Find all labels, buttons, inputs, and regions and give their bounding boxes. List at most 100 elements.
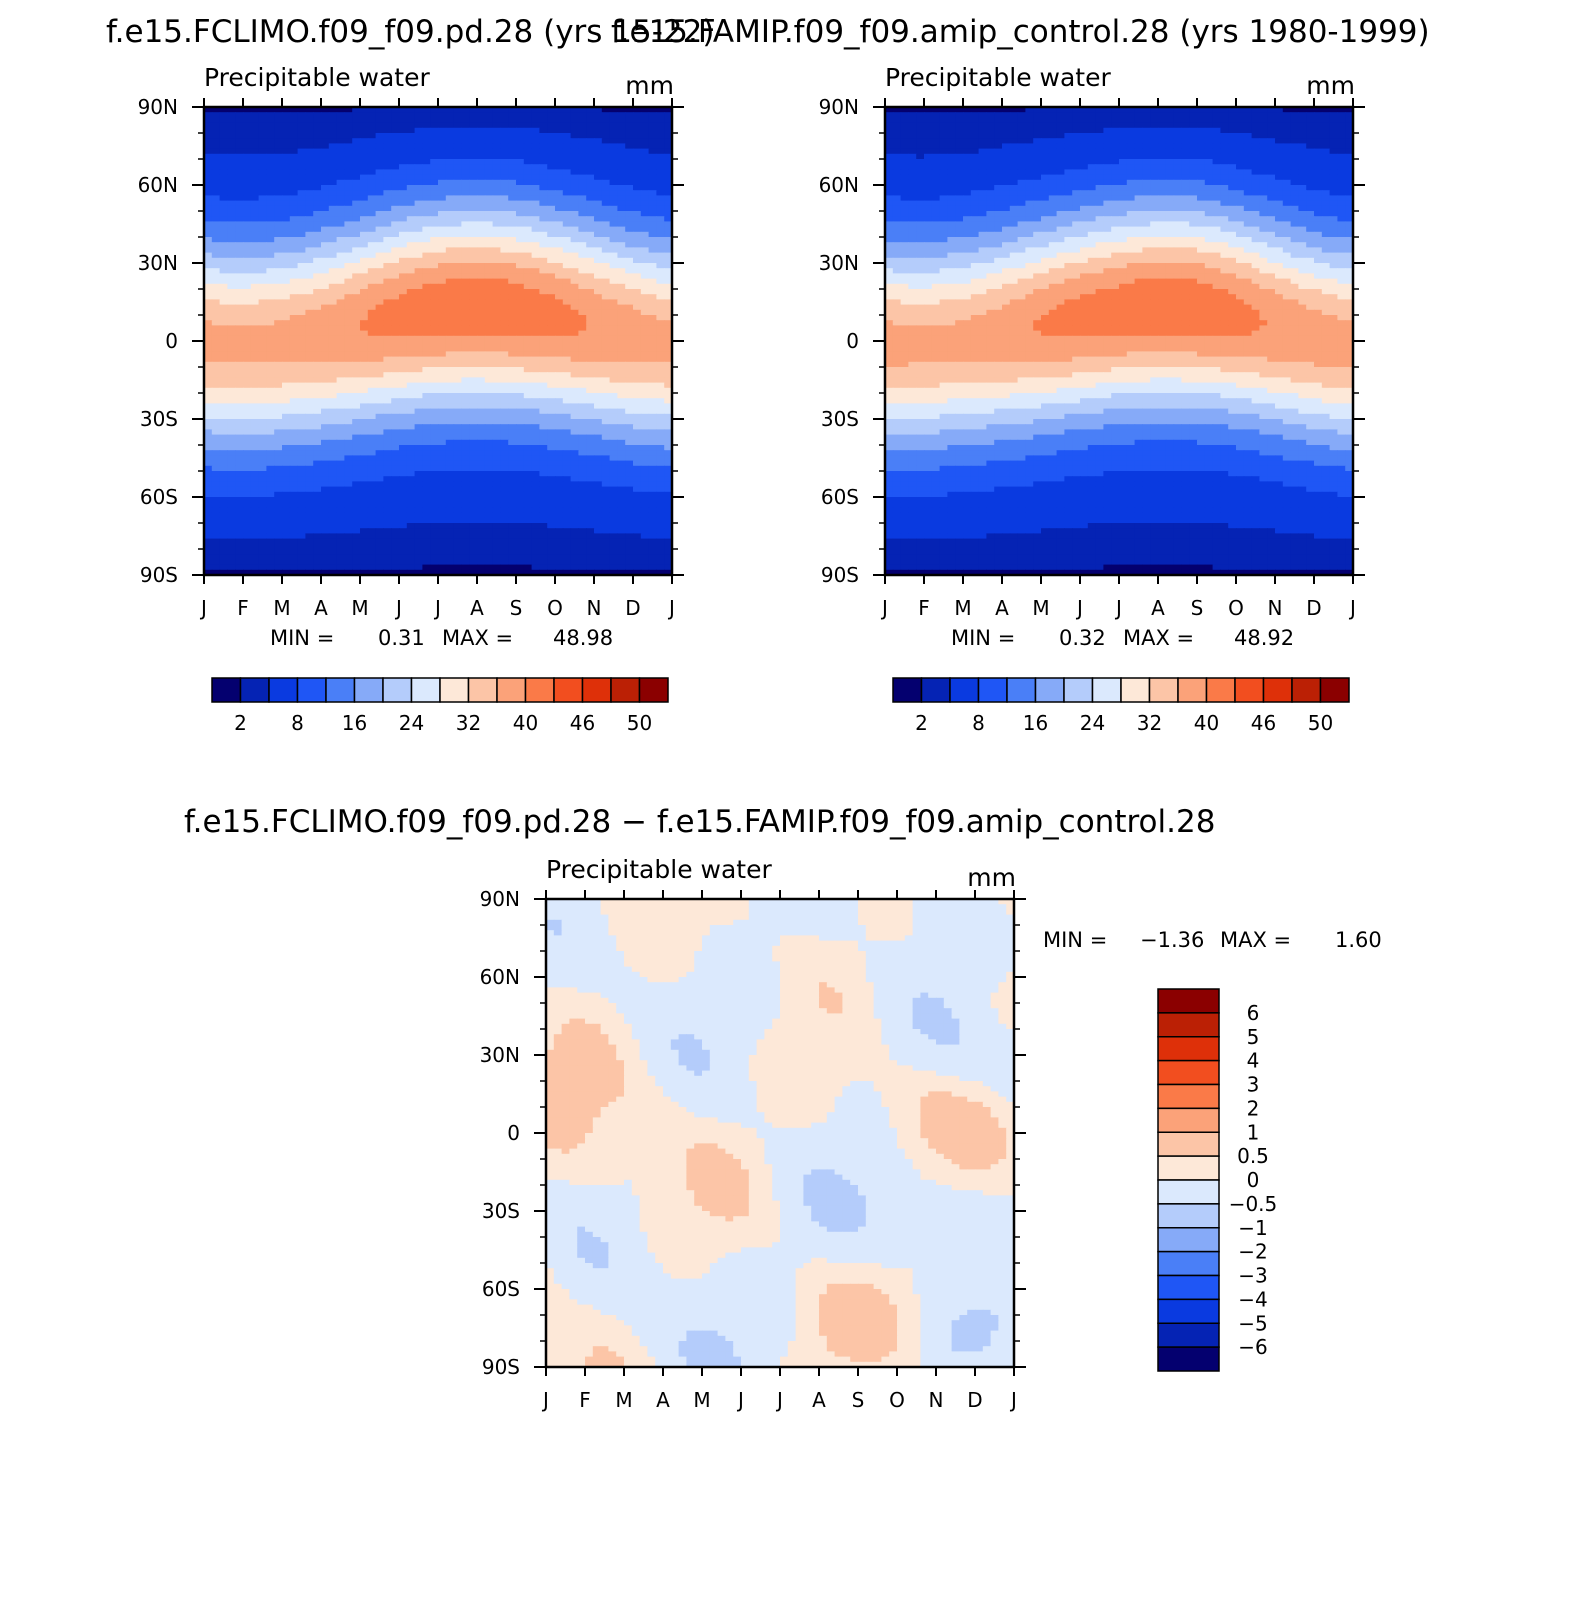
panel-1-field-cell bbox=[664, 481, 672, 488]
panel-1-field-cell bbox=[531, 257, 540, 264]
panel-1-field-cell bbox=[484, 434, 494, 441]
panel-1-field-cell bbox=[367, 320, 377, 326]
panel-1-field-cell bbox=[539, 257, 548, 264]
panel-1-field-cell bbox=[383, 143, 392, 150]
panel-1-field-cell bbox=[297, 190, 306, 196]
panel-1-field-cell bbox=[617, 465, 626, 472]
panel-1-field-cell bbox=[406, 517, 416, 524]
panel-1-field-cell bbox=[250, 455, 260, 462]
panel-1-field-cell bbox=[422, 382, 431, 389]
panel-1-field-cell bbox=[539, 164, 548, 170]
panel-1-field-cell bbox=[625, 179, 634, 186]
panel-1-field-cell bbox=[453, 481, 462, 488]
panel-1-field-cell bbox=[601, 330, 611, 337]
panel-1-field-cell bbox=[406, 159, 416, 165]
panel-1-field-cell bbox=[321, 148, 330, 155]
panel-1-field-cell bbox=[321, 185, 330, 191]
panel-1-field-cell bbox=[391, 148, 400, 155]
panel-1-field-cell bbox=[297, 211, 306, 217]
panel-1-field-cell bbox=[219, 351, 228, 358]
panel-1-field-cell bbox=[633, 133, 642, 139]
panel-1-field-cell bbox=[227, 159, 236, 165]
panel-1-field-cell bbox=[445, 403, 455, 410]
panel-1-field-cell bbox=[297, 346, 306, 352]
panel-1-field-cell bbox=[336, 273, 345, 280]
panel-1-field-cell bbox=[227, 195, 236, 202]
panel-1-field-cell bbox=[640, 159, 650, 165]
panel-1-field-cell bbox=[523, 387, 533, 394]
panel-1-field-cell bbox=[336, 445, 345, 451]
panel-1-field-cell bbox=[461, 169, 470, 176]
panel-1-field-cell bbox=[250, 148, 260, 155]
panel-1-field-cell bbox=[211, 138, 221, 144]
panel-1-field-cell bbox=[328, 122, 338, 129]
panel-1-field-cell bbox=[578, 278, 587, 285]
panel-1-field-cell bbox=[453, 486, 462, 493]
panel-1-field-cell bbox=[562, 481, 572, 488]
panel-1-field-cell bbox=[461, 367, 470, 373]
panel-1-field-cell bbox=[219, 200, 228, 207]
panel-1-field-cell bbox=[578, 346, 587, 352]
panel-1-field-cell bbox=[367, 382, 377, 389]
panel-1-field-cell bbox=[344, 289, 353, 295]
panel-1-field-cell bbox=[633, 299, 642, 306]
panel-1-field-cell bbox=[367, 190, 377, 196]
panel-1-field-cell bbox=[500, 283, 509, 290]
panel-1-field-cell bbox=[453, 164, 462, 170]
panel-1-field-cell bbox=[664, 512, 672, 519]
panel-1-field-cell bbox=[406, 533, 416, 540]
panel-1-field-cell bbox=[617, 486, 626, 493]
panel-1-field-cell bbox=[289, 450, 299, 456]
panel-1-field-cell bbox=[570, 325, 579, 332]
panel-1-field-cell bbox=[539, 174, 548, 181]
panel-1-field-cell bbox=[219, 429, 228, 436]
panel-1-field-cell bbox=[266, 507, 275, 514]
panel-1-field-cell bbox=[601, 471, 611, 477]
panel-1-field-cell bbox=[492, 257, 501, 264]
panel-1-field-cell bbox=[266, 351, 275, 358]
panel-1-field-cell bbox=[594, 283, 603, 290]
panel-1-field-cell bbox=[360, 294, 369, 300]
panel-1-field-cell bbox=[328, 268, 338, 274]
panel-1-field-cell bbox=[422, 138, 431, 144]
panel-1-field-cell bbox=[648, 133, 657, 139]
panel-1-field-cell bbox=[313, 294, 322, 300]
panel-1-field-cell bbox=[399, 242, 408, 248]
panel-1-field-cell bbox=[609, 299, 618, 306]
panel-1-field-cell bbox=[555, 356, 564, 363]
panel-1-field-cell bbox=[477, 283, 486, 290]
panel-1-field-cell bbox=[570, 497, 579, 503]
panel-1-field-cell bbox=[640, 398, 650, 404]
panel-1-field-cell bbox=[274, 481, 283, 488]
panel-1-field-cell bbox=[250, 304, 260, 311]
panel-1-field-cell bbox=[352, 252, 361, 259]
panel-1-field-cell bbox=[406, 107, 416, 113]
panel-1-field-cell bbox=[609, 351, 618, 358]
panel-1-field-cell bbox=[570, 237, 579, 243]
panel-1-field-cell bbox=[438, 231, 447, 238]
panel-1-field-cell bbox=[352, 257, 361, 264]
panel-1-field-cell bbox=[258, 117, 267, 124]
panel-1-field-cell bbox=[640, 434, 650, 441]
panel-1-field-cell bbox=[297, 408, 306, 415]
panel-1-field-cell bbox=[250, 408, 260, 415]
panel-1-field-cell bbox=[609, 190, 618, 196]
panel-1-field-cell bbox=[461, 283, 470, 290]
panel-1-field-cell bbox=[391, 361, 400, 368]
panel-1-field-cell bbox=[625, 445, 634, 451]
panel-1-field-cell bbox=[391, 351, 400, 358]
panel-1-field-cell bbox=[336, 512, 345, 519]
panel-1-field-cell bbox=[601, 221, 611, 228]
panel-1-field-cell bbox=[562, 205, 572, 212]
panel-1-field-cell bbox=[508, 247, 517, 254]
panel-1-field-cell bbox=[469, 304, 478, 311]
panel-1-field-cell bbox=[282, 164, 291, 170]
panel-1-field-cell bbox=[211, 512, 221, 519]
panel-1-field-cell bbox=[547, 481, 556, 488]
panel-1-field-cell bbox=[344, 517, 353, 524]
panel-1-field-cell bbox=[586, 393, 595, 399]
panel-1-field-cell bbox=[578, 413, 587, 420]
panel-1-field-cell bbox=[352, 289, 361, 295]
panel-1-field-cell bbox=[531, 117, 540, 124]
panel-1-field-cell bbox=[274, 533, 283, 540]
